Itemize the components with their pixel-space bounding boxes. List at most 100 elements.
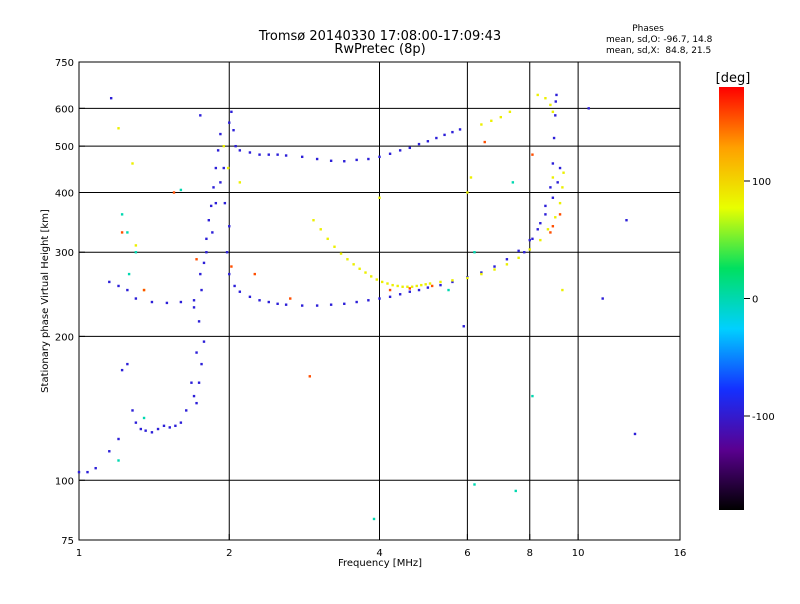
- echo-point: [531, 237, 534, 241]
- echo-point: [451, 280, 454, 284]
- echo-point: [343, 302, 346, 305]
- echo-point: [276, 153, 279, 156]
- echo-point: [258, 153, 261, 156]
- colorbar-tick-label: 0: [752, 295, 758, 306]
- echo-point: [134, 244, 138, 247]
- echo-point: [230, 265, 233, 268]
- echo-point: [267, 300, 270, 304]
- echo-point: [117, 459, 120, 462]
- y-axis-ticks: 75 100 200 300 400 500 600 750: [55, 58, 85, 547]
- echo-point: [473, 483, 476, 486]
- echo-point: [386, 282, 389, 285]
- echo-point: [552, 136, 556, 140]
- echo-point: [551, 225, 555, 228]
- echo-point: [380, 280, 384, 284]
- echo-points: [77, 93, 637, 521]
- echo-point: [234, 144, 237, 148]
- echo-point: [355, 158, 358, 162]
- echo-point: [126, 231, 129, 234]
- echo-point: [300, 155, 304, 159]
- echo-point: [179, 421, 183, 424]
- echo-point: [556, 181, 559, 184]
- echo-point: [558, 213, 562, 216]
- echo-point: [117, 437, 120, 441]
- echo-point: [289, 297, 292, 300]
- echo-point: [388, 288, 392, 292]
- echo-point: [233, 284, 236, 288]
- echo-point: [284, 303, 288, 306]
- x-tick-label: 10: [572, 548, 585, 559]
- echo-point: [539, 238, 542, 242]
- echo-point: [197, 381, 201, 384]
- x-tick-label: 16: [674, 548, 687, 559]
- echo-point: [214, 201, 218, 205]
- echo-point: [134, 251, 138, 254]
- echo-point: [370, 275, 373, 278]
- x-tick-label: 4: [376, 548, 382, 559]
- echo-point: [398, 149, 402, 152]
- echo-point: [375, 278, 378, 281]
- echo-point: [473, 251, 476, 254]
- echo-point: [329, 303, 333, 306]
- echo-point: [199, 272, 202, 276]
- echo-point: [312, 219, 315, 222]
- echo-point: [462, 325, 465, 328]
- echo-point: [549, 103, 552, 107]
- echo-point: [222, 144, 225, 148]
- echo-point: [517, 256, 520, 260]
- echo-point: [391, 283, 394, 287]
- echo-point: [544, 204, 547, 208]
- y-tick-label: 300: [55, 248, 74, 259]
- echo-point: [536, 93, 539, 97]
- echo-point: [523, 251, 526, 254]
- echo-point: [228, 225, 231, 228]
- echo-point: [139, 427, 143, 431]
- y-tick-label: 600: [55, 104, 74, 115]
- echo-point: [211, 231, 214, 234]
- echo-point: [126, 288, 129, 292]
- colorbar-tick-label: 100: [752, 177, 771, 188]
- echo-point: [367, 299, 370, 302]
- echo-point: [367, 157, 370, 161]
- echo-point: [435, 136, 438, 140]
- echo-point: [358, 267, 361, 270]
- echo-point: [120, 231, 124, 234]
- y-tick-label: 75: [61, 536, 74, 547]
- x-axis-label: Frequency [MHz]: [338, 558, 422, 569]
- echo-point: [466, 191, 469, 194]
- echo-point: [451, 130, 454, 134]
- echo-point: [207, 219, 211, 222]
- echo-point: [185, 409, 188, 412]
- echo-point: [493, 268, 496, 271]
- echo-point: [372, 517, 376, 521]
- echo-point: [212, 186, 215, 189]
- echo-point: [401, 285, 404, 288]
- echo-point: [480, 272, 483, 276]
- echo-point: [308, 375, 311, 378]
- echo-point: [480, 123, 483, 126]
- echo-point: [108, 280, 111, 284]
- y-tick-label: 500: [55, 142, 74, 153]
- echo-point: [319, 228, 322, 231]
- echo-point: [162, 424, 166, 428]
- echo-point: [355, 300, 358, 304]
- echo-point: [408, 287, 411, 290]
- echo-point: [499, 115, 503, 119]
- echo-point: [408, 290, 411, 293]
- echo-point: [558, 166, 562, 170]
- echo-point: [315, 157, 319, 161]
- echo-point: [443, 133, 446, 137]
- colorbar-ticks: 100 0 -100: [744, 177, 775, 423]
- echo-point: [562, 171, 565, 174]
- echo-point: [544, 96, 547, 100]
- echo-point: [505, 258, 509, 261]
- echo-point: [179, 188, 183, 192]
- echo-point: [190, 381, 193, 384]
- echo-point: [346, 258, 349, 261]
- echo-point: [415, 284, 418, 288]
- echo-point: [352, 263, 355, 266]
- echo-point: [202, 261, 206, 265]
- echo-point: [555, 93, 558, 97]
- echo-point: [531, 394, 534, 398]
